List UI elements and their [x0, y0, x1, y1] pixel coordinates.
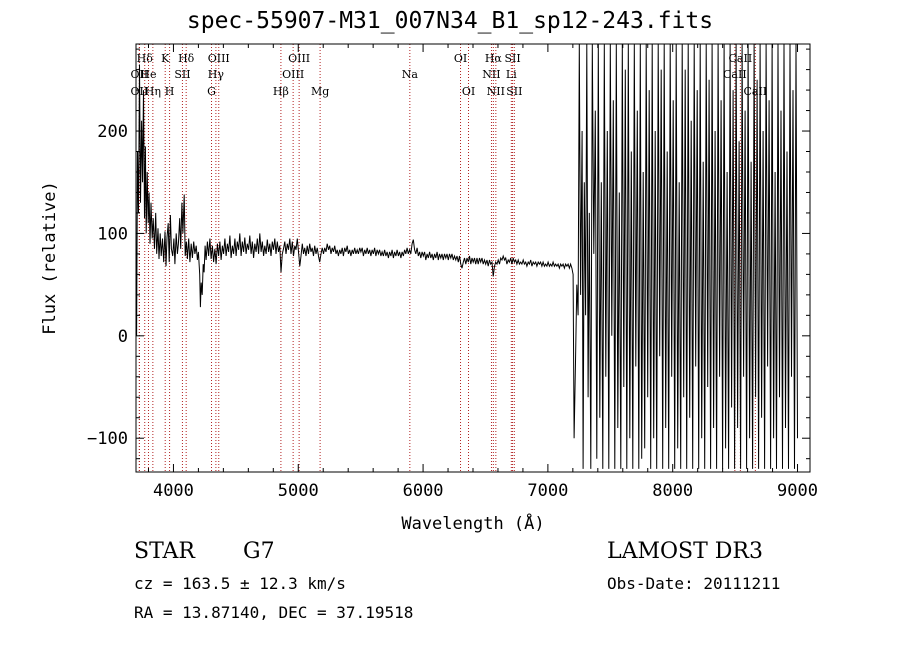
class-label: STAR — [134, 539, 195, 564]
spectral-line-label: CaII — [729, 52, 753, 65]
y-tick-label: 0 — [118, 327, 128, 347]
y-tick-label: 100 — [97, 224, 128, 244]
spectral-line-label: H — [165, 85, 175, 98]
spectral-line-label: Hγ — [208, 68, 225, 81]
coordinates-text: RA = 13.87140, DEC = 37.19518 — [134, 603, 414, 622]
x-axis-label: Wavelength (Å) — [401, 512, 544, 534]
spectral-line-label: OIII — [282, 68, 304, 81]
y-axis-ticks: −100 0 100 200 — [87, 48, 810, 460]
x-tick-label: 7000 — [527, 481, 568, 501]
x-tick-label: 8000 — [652, 481, 693, 501]
spectral-line-label: Hη — [145, 85, 161, 98]
chart-title: spec-55907-M31_007N34_B1_sp12-243.fits — [186, 8, 714, 34]
x-tick-label: 5000 — [278, 481, 319, 501]
spectral-line-label: Li — [506, 68, 517, 81]
spectral-line-label: SII — [174, 68, 190, 81]
survey-label: LAMOST DR3 — [607, 539, 763, 564]
spectrum-series-line — [136, 43, 798, 469]
spectral-line-label: Na — [402, 68, 419, 81]
spectral-line-label: He — [140, 68, 156, 81]
obs-date-text: Obs-Date: 20111211 — [607, 574, 781, 593]
redshift-text: cz = 163.5 ± 12.3 km/s — [134, 574, 346, 593]
x-tick-label: 4000 — [153, 481, 194, 501]
spectral-line-label: Mg — [311, 85, 329, 98]
x-tick-label: 6000 — [403, 481, 444, 501]
spectral-line-label: NII — [487, 85, 505, 98]
spectral-line-label: CaII — [723, 68, 747, 81]
x-axis-ticks: 4000 5000 6000 7000 8000 9000 — [147, 44, 818, 501]
y-tick-label: −100 — [87, 429, 128, 449]
spectral-line-label: SII — [506, 85, 522, 98]
spectral-line-label: CaII — [743, 85, 767, 98]
spectral-line-label: OIII — [208, 52, 230, 65]
x-tick-label: 9000 — [777, 481, 818, 501]
spectral-line-label: OIII — [288, 52, 310, 65]
spectral-line-label: OI — [454, 52, 467, 65]
spectral-line-label: OI — [462, 85, 475, 98]
spectral-line-label: G — [207, 85, 216, 98]
y-axis-label: Flux (relative) — [40, 181, 60, 335]
subclass-label: G7 — [243, 539, 275, 564]
y-tick-label: 200 — [97, 122, 128, 142]
spectral-line-label: NII — [482, 68, 500, 81]
spectral-line-label: K — [161, 52, 170, 65]
spectral-line-label: Hβ — [273, 85, 289, 98]
spectral-line-label: Hα — [485, 52, 503, 65]
spectral-line-label: Hδ — [137, 52, 154, 65]
spectral-line-label: SII — [504, 52, 520, 65]
spectral-line-label: Hδ — [178, 52, 195, 65]
